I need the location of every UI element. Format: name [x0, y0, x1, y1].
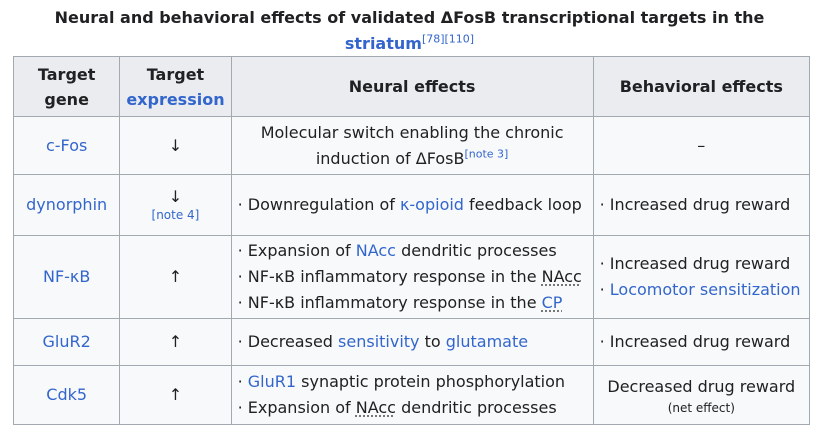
gene-link-glur2[interactable]: GluR2: [42, 332, 91, 351]
neural-cell: Expansion of NAcc dendritic processes NF…: [230, 235, 594, 319]
behavioral-cell: Increased drug reward: [592, 174, 811, 236]
gene-link-cfos[interactable]: c-Fos: [45, 135, 88, 155]
header-neural-effects: Neural effects: [230, 56, 594, 117]
table-row: NF-κB ↑ Expansion of NAcc dendritic proc…: [12, 235, 811, 319]
expression-cell: ↑: [119, 235, 232, 319]
locomotor-sensitization-link[interactable]: Locomotor sensitization: [609, 280, 801, 299]
nacc-abbr: NAcc: [355, 398, 396, 417]
neural-cell: GluR1 synaptic protein phosphorylation E…: [230, 365, 594, 425]
fosb-targets-table: Target gene Target expression Neural effec…: [12, 56, 811, 425]
expression-cell: ↑: [119, 365, 232, 425]
table-row: Cdk5 ↑ GluR1 synaptic protein phosphoryl…: [12, 365, 811, 425]
glutamate-link[interactable]: glutamate: [445, 332, 529, 351]
behavioral-cell: Increased drug reward: [592, 318, 811, 366]
expression-cell: ↓ [note 4]: [119, 174, 232, 236]
nacc-link[interactable]: NAcc: [355, 241, 396, 260]
table-row: c-Fos ↓ Molecular switch enabling the ch…: [12, 116, 811, 175]
header-target-gene: Target gene: [12, 56, 121, 117]
table-row: dynorphin ↓ [note 4] Downregulation of κ…: [12, 174, 811, 236]
caption-refs[interactable]: [78][110]: [421, 32, 475, 46]
behavioral-cell: Increased drug reward Locomotor sensitiz…: [592, 235, 811, 319]
kappa-opioid-link[interactable]: κ-opioid: [399, 195, 464, 214]
header-row: Target gene Target expression Neural effec…: [12, 56, 811, 117]
header-behavioral-effects: Behavioral effects: [592, 56, 811, 117]
table-caption: Neural and behavioral effects of validat…: [54, 8, 765, 53]
gene-cell: c-Fos: [12, 116, 121, 175]
glur1-link[interactable]: GluR1: [247, 372, 297, 391]
behavioral-cell: Decreased drug reward (net effect): [592, 365, 811, 425]
gene-link-cdk5[interactable]: Cdk5: [46, 385, 88, 404]
gene-cell: dynorphin: [12, 174, 121, 236]
sensitivity-link[interactable]: sensitivity: [338, 332, 420, 351]
header-target-expression: Target expression: [119, 56, 232, 117]
gene-cell: GluR2: [12, 318, 121, 366]
note-4-link[interactable]: [note 4]: [151, 208, 200, 222]
expression-link[interactable]: expression: [126, 89, 225, 109]
striatum-link[interactable]: striatum: [344, 34, 422, 53]
expression-cell: ↑: [119, 318, 232, 366]
cp-abbr-link[interactable]: CP: [541, 293, 563, 312]
gene-link-dynorphin[interactable]: dynorphin: [26, 195, 108, 214]
note-3-link[interactable]: [note 3]: [464, 147, 509, 161]
neural-cell: Decreased sensitivity to glutamate: [230, 318, 594, 366]
gene-link-nfkb[interactable]: NF-κB: [42, 267, 91, 286]
behavioral-cell: –: [592, 116, 811, 175]
neural-cell: Molecular switch enabling the chronic in…: [230, 116, 594, 175]
net-effect-note: (net effect): [667, 401, 735, 415]
neural-cell: Downregulation of κ-opioid feedback loop: [230, 174, 594, 236]
gene-cell: Cdk5: [12, 365, 121, 425]
table-row: GluR2 ↑ Decreased sensitivity to glutama…: [12, 318, 811, 366]
expression-cell: ↓: [119, 116, 232, 175]
gene-cell: NF-κB: [12, 235, 121, 319]
nacc-abbr: NAcc: [541, 267, 582, 286]
